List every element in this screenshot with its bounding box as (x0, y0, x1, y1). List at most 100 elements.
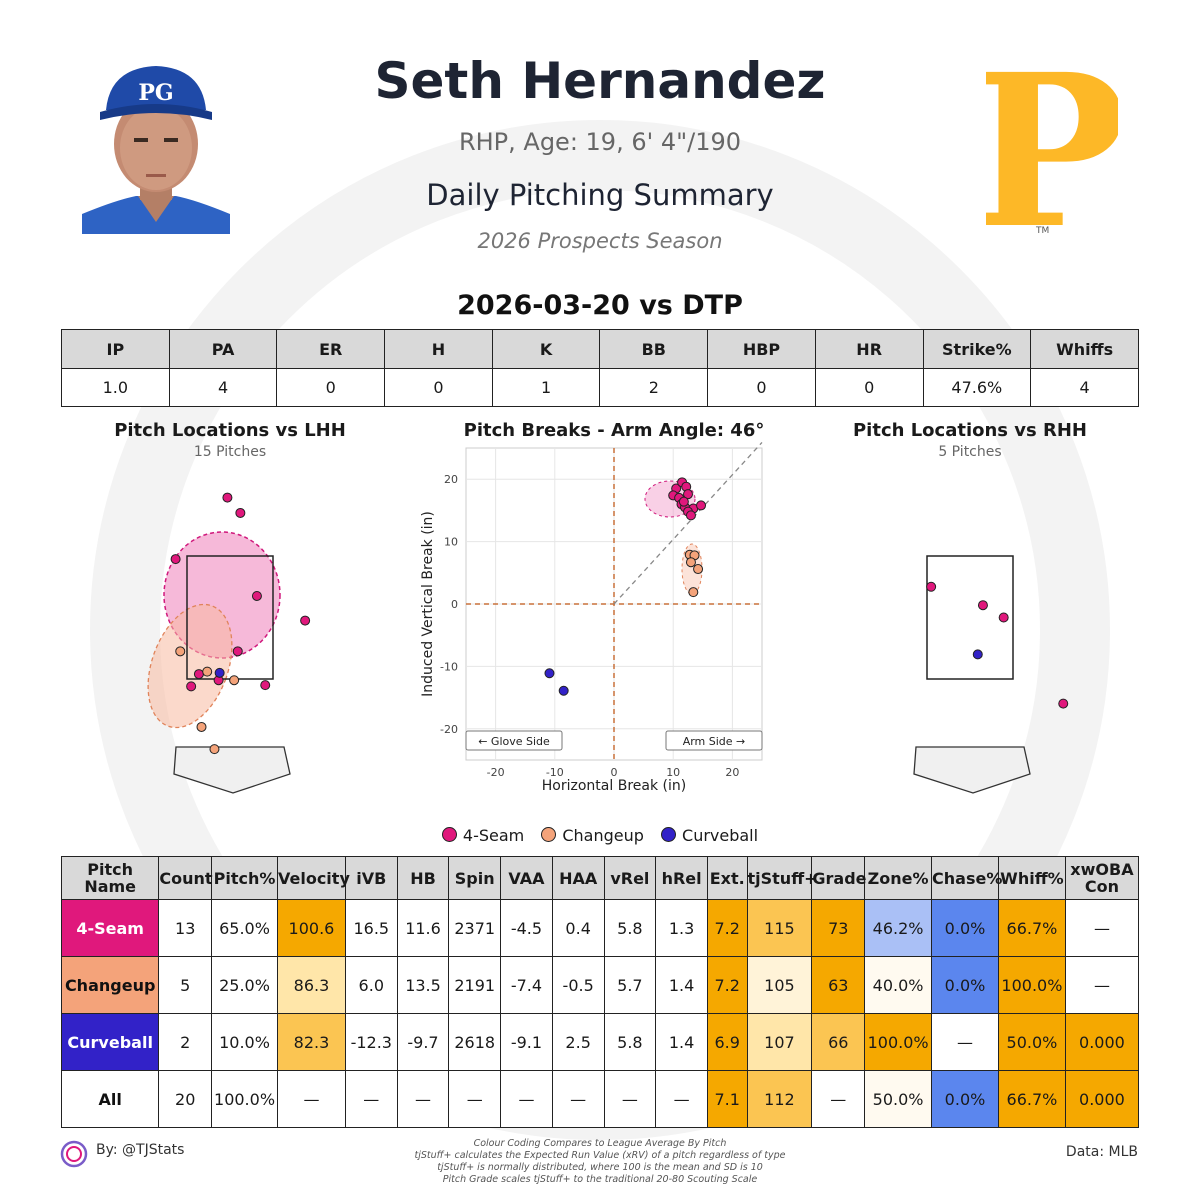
pitch-table-cell: 11.6 (396, 899, 450, 957)
y-tick-label: 0 (451, 598, 458, 611)
pitch-table-cell: — (551, 1070, 605, 1128)
pitch-location-point (998, 612, 1009, 623)
season-label: 2026 Prospects Season (477, 229, 723, 253)
svg-text:← Glove Side: ← Glove Side (478, 735, 550, 748)
box-score-value: 0 (814, 368, 924, 407)
pitch-table-cell: 2618 (448, 1013, 502, 1071)
pitch-table-cell: 112 (746, 1070, 813, 1128)
game-title: 2026-03-20 vs DTP (457, 290, 743, 321)
box-score-value: 4 (168, 368, 278, 407)
box-score-header: BB (599, 329, 709, 369)
pitch-table-header: VAA (500, 856, 553, 900)
break-point (693, 564, 704, 575)
breaks-panel-title: Pitch Breaks - Arm Angle: 46° (463, 420, 765, 441)
y-axis-label: Induced Vertical Break (in) (420, 511, 436, 697)
box-score-header: HR (814, 329, 924, 369)
pitch-table-row: Curveball 2 10.0% 82.3 -12.3 -9.7 2618 -9.1 2.5 5… (60, 1013, 1140, 1071)
pitch-table-header: Zone% (864, 856, 933, 900)
pitch-table-cell: 5.7 (603, 956, 657, 1014)
pitch-table-cell: -9.7 (396, 1013, 450, 1071)
pitch-table-cell: — (500, 1070, 553, 1128)
pitch-table-cell: 63 (811, 956, 866, 1014)
pitch-table-cell: — (1064, 899, 1140, 957)
pitch-table-cell: 66.7% (997, 899, 1066, 957)
legend-item-four-seam: 4-Seam (441, 826, 524, 845)
box-score-value: 2 (599, 368, 709, 407)
break-point (685, 510, 696, 521)
rhh-panel-title: Pitch Locations vs RHH (852, 420, 1087, 441)
pitch-location-point (229, 675, 240, 686)
pitch-name-cell: 4-Seam (60, 899, 160, 957)
pitch-table-cell: — (276, 1070, 346, 1128)
legend-item-changeup: Changeup (541, 826, 644, 845)
box-score-value: 0 (276, 368, 386, 407)
pitch-table-cell: 100.0% (211, 1070, 278, 1128)
pitch-location-point (193, 669, 204, 680)
pitch-name-cell: All (60, 1070, 160, 1128)
pitch-table-header-row: Pitch Name Count Pitch% Velocity iVB HB Spin VA… (60, 856, 1140, 900)
pitch-table-cell: — (396, 1070, 450, 1128)
svg-text:P: P (986, 57, 1118, 237)
pitch-location-point (972, 649, 983, 660)
pitch-table-cell: 50.0% (997, 1013, 1066, 1071)
x-tick-label: 0 (611, 766, 618, 779)
x-axis-label: Horizontal Break (in) (542, 778, 686, 794)
y-tick-label: -10 (440, 660, 458, 673)
break-point (685, 557, 696, 568)
arm-angle-line (613, 442, 763, 605)
pitch-table-cell: 40.0% (864, 956, 933, 1014)
pitch-table-cell: 66.7% (997, 1070, 1066, 1128)
pitch-table-cell: 107 (746, 1013, 813, 1071)
rhh-panel-subtitle: 5 Pitches (938, 444, 1002, 460)
pitch-table-cell: — (1064, 956, 1140, 1014)
pitch-table-cell: 10.0% (211, 1013, 278, 1071)
summary-title: Daily Pitching Summary (426, 178, 774, 212)
pitch-table-header: Whiff% (997, 856, 1066, 900)
pitch-table-cell: -7.4 (500, 956, 553, 1014)
box-score-header: IP (61, 329, 170, 369)
pitch-location-point (1058, 698, 1069, 709)
pitch-table-cell: 1.4 (655, 1013, 708, 1071)
pitch-table-cell: 82.3 (276, 1013, 346, 1071)
box-score-value: 1.0 (61, 368, 170, 407)
pitch-location-point (260, 680, 271, 691)
pitch-break-plot: -20 -10 0 10 20 -20 -10 0 10 20 ← Glove Side Arm … (420, 442, 763, 794)
pitch-table-cell: 5.8 (603, 1013, 657, 1071)
footer-notes: Colour Coding Compares to League Average… (414, 1138, 786, 1185)
pitch-table-cell: 6.9 (706, 1013, 748, 1071)
pitch-table-cell: 73 (811, 899, 866, 957)
pitch-table-cell: 46.2% (864, 899, 933, 957)
break-point (678, 496, 689, 507)
pitch-table-cell: — (603, 1070, 657, 1128)
pitch-table-cell: — (811, 1070, 866, 1128)
pitch-table-header: tjStuff+ (746, 856, 818, 900)
pitch-table-cell: 6.0 (344, 956, 398, 1014)
pitch-location-point (300, 615, 311, 626)
pitch-table-cell: 5 (158, 956, 213, 1014)
pitch-location-point (235, 507, 246, 518)
pitch-location-point (232, 646, 243, 657)
pitch-location-point (251, 590, 262, 601)
x-tick-label: 20 (725, 766, 739, 779)
pitch-table-cell: -12.3 (344, 1013, 398, 1071)
x-tick-label: -10 (546, 766, 564, 779)
glove-side-annotation: ← Glove Side (465, 730, 563, 751)
pitch-location-point (926, 581, 937, 592)
team-logo: P TM (986, 57, 1118, 237)
pitch-table-cell: 2 (158, 1013, 213, 1071)
player-name: Seth Hernandez (374, 52, 826, 110)
footer-author: By: @TJStats (96, 1142, 185, 1158)
pitch-table-header: Pitch Name (60, 856, 160, 900)
break-point (683, 489, 693, 500)
home-plate (913, 746, 1031, 794)
pitch-table-cell: -4.5 (500, 899, 553, 957)
pitch-table-cell: 13 (158, 899, 213, 957)
box-score-value: 0 (384, 368, 493, 407)
pitch-table-cell: 13.5 (396, 956, 450, 1014)
pitch-table-cell: — (655, 1070, 708, 1128)
pitch-table-cell: 86.3 (276, 956, 346, 1014)
pitch-location-point (214, 667, 225, 678)
box-score-header: HBP (707, 329, 816, 369)
pitch-table-cell: 5.8 (603, 899, 657, 957)
pitch-table-row: 4-Seam 13 65.0% 100.6 16.5 11.6 2371 -4.5 0.4 5.8… (60, 899, 1140, 957)
